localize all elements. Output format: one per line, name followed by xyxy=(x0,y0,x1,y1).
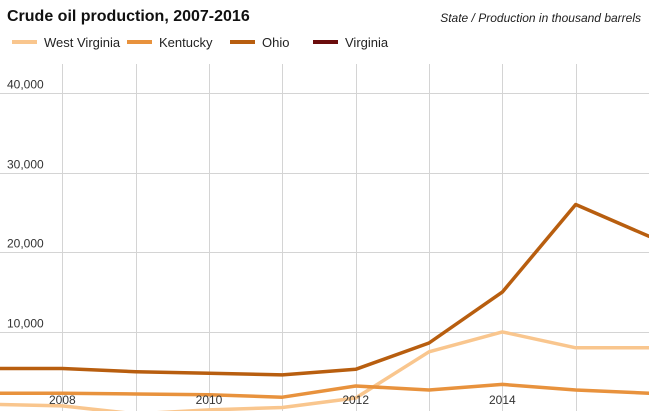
legend-swatch-west-virginia xyxy=(12,40,37,44)
y-tick-label: 40,000 xyxy=(7,78,44,92)
x-tick-label: 2010 xyxy=(196,393,223,407)
legend-label-virginia: Virginia xyxy=(345,34,389,50)
chart-subtitle: State / Production in thousand barrels xyxy=(440,11,641,25)
legend-label-kentucky: Kentucky xyxy=(159,34,213,50)
legend-swatch-ohio xyxy=(230,40,255,44)
x-tick-label: 2014 xyxy=(489,393,516,407)
y-tick-label: 20,000 xyxy=(7,237,44,251)
legend-item-kentucky[interactable]: Kentucky xyxy=(127,33,212,51)
series-line-west-virginia xyxy=(0,330,649,411)
series-line-kentucky xyxy=(0,382,649,399)
series-line-ohio xyxy=(0,202,649,377)
chart-title: Crude oil production, 2007-2016 xyxy=(7,8,250,25)
legend-item-virginia[interactable]: Virginia xyxy=(313,33,388,51)
x-tick-label: 2012 xyxy=(342,393,369,407)
y-tick-label: 10,000 xyxy=(7,317,44,331)
legend-label-ohio: Ohio xyxy=(262,34,290,50)
legend-item-ohio[interactable]: Ohio xyxy=(230,33,289,51)
y-tick-label: 30,000 xyxy=(7,158,44,172)
x-tick-label: 2008 xyxy=(49,393,76,407)
legend-item-west-virginia[interactable]: West Virginia xyxy=(12,33,120,51)
chart-legend: West Virginia Kentucky Ohio Virginia xyxy=(0,33,649,51)
legend-label-west-virginia: West Virginia xyxy=(44,34,121,50)
legend-swatch-virginia xyxy=(313,40,338,44)
legend-swatch-kentucky xyxy=(127,40,152,44)
